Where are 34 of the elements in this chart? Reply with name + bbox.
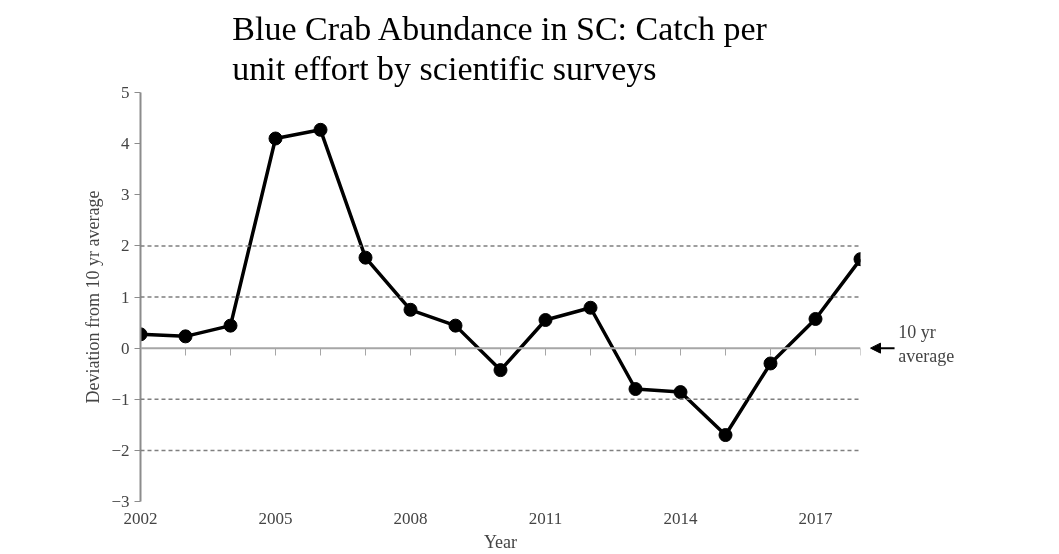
y-tick-label: 4 xyxy=(121,134,130,154)
x-tick-label: 2005 xyxy=(258,508,293,528)
point xyxy=(583,300,598,315)
point xyxy=(628,382,643,397)
y-tick-label: 5 xyxy=(121,83,130,102)
y-tick-label: −3 xyxy=(111,492,130,511)
y-tick-label: 2 xyxy=(121,236,130,256)
point xyxy=(223,318,238,333)
x-tick-label: 2011 xyxy=(528,508,563,528)
point xyxy=(763,356,778,371)
chart-title: Blue Crab Abundance in SC: Catch per unit effort by scientific surveys xyxy=(232,9,768,88)
x-tick-label: 2017 xyxy=(798,508,833,528)
y-tick-label: −1 xyxy=(111,389,130,409)
point xyxy=(358,250,373,265)
point xyxy=(538,313,553,327)
point xyxy=(673,385,688,400)
point xyxy=(493,363,508,378)
y-axis-title: Deviation from 10 yr average xyxy=(83,190,104,404)
point xyxy=(718,428,733,443)
x-tick-label: 2008 xyxy=(393,508,428,528)
x-axis-title: Year xyxy=(483,531,518,552)
point xyxy=(403,302,418,317)
x-tick-label: 2014 xyxy=(663,508,698,528)
x-tick-label: 2002 xyxy=(123,508,158,528)
point xyxy=(268,131,283,146)
point xyxy=(313,122,328,137)
y-tick-label: 0 xyxy=(121,338,130,358)
point xyxy=(448,318,463,333)
y-tick-label: −2 xyxy=(111,440,130,460)
y-tick-label: 3 xyxy=(121,185,130,205)
ref-line-label: 10 yr average xyxy=(898,322,955,367)
point xyxy=(808,312,823,326)
point xyxy=(178,329,193,344)
y-tick-label: 1 xyxy=(121,287,130,307)
